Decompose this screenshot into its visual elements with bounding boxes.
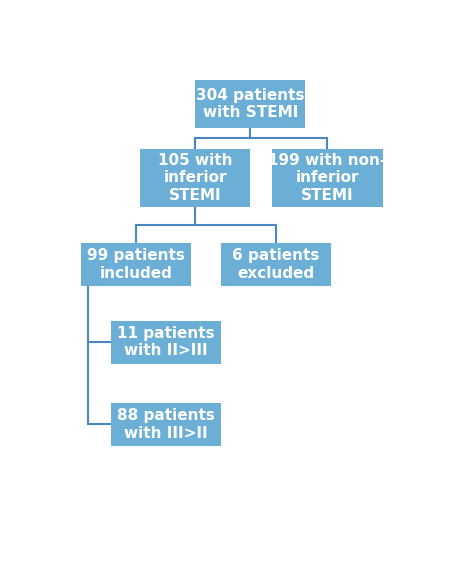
Text: 6 patients
excluded: 6 patients excluded [232,248,319,280]
FancyBboxPatch shape [82,243,191,286]
Text: 99 patients
included: 99 patients included [88,248,185,280]
FancyBboxPatch shape [110,320,221,364]
Text: 304 patients
with STEMI: 304 patients with STEMI [196,88,304,120]
Text: 11 patients
with II>III: 11 patients with II>III [117,326,215,359]
FancyBboxPatch shape [110,403,221,446]
Text: 88 patients
with III>II: 88 patients with III>II [117,408,215,441]
Text: 105 with
inferior
STEMI: 105 with inferior STEMI [158,153,232,203]
FancyBboxPatch shape [221,243,331,286]
Text: 199 with non-
inferior
STEMI: 199 with non- inferior STEMI [268,153,386,203]
FancyBboxPatch shape [195,80,305,128]
FancyBboxPatch shape [272,148,383,207]
FancyBboxPatch shape [140,148,250,207]
